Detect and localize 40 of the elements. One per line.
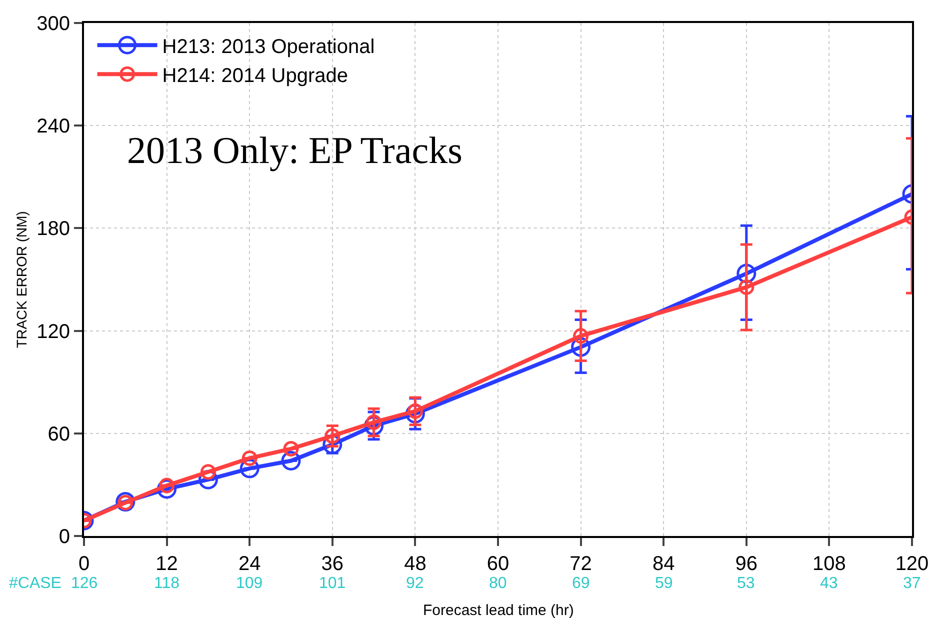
y-tick-label: 240	[36, 116, 70, 138]
text: 92	[406, 575, 424, 592]
point	[281, 451, 301, 470]
point	[738, 279, 754, 295]
text: #CASE	[9, 575, 62, 592]
x-tick-label: 48	[404, 553, 426, 575]
x-tick-label: 12	[156, 553, 178, 575]
y-tick-label: 0	[58, 526, 70, 548]
text: 59	[655, 575, 673, 592]
y-tick-label: 180	[36, 218, 70, 240]
point	[573, 328, 589, 344]
y-tick-label: 300	[36, 13, 70, 35]
x-tick-label: 84	[652, 553, 675, 575]
x-tick-label: 24	[238, 553, 261, 575]
text: 37	[903, 575, 921, 592]
x-tick-label: 96	[735, 553, 758, 575]
text: 2013 Only: EP Tracks	[127, 130, 462, 172]
y-axis-title: TRACK ERROR (NM)	[14, 211, 30, 348]
y-tick-label: 120	[36, 320, 70, 343]
text: 118	[154, 575, 180, 592]
text: 101	[319, 575, 346, 592]
text: 80	[489, 575, 507, 592]
x-tick-label: 60	[486, 553, 510, 575]
x-tick-label: 0	[78, 553, 90, 575]
y-tick-label: 60	[48, 423, 70, 446]
text: 43	[820, 575, 838, 592]
text: 53	[737, 575, 755, 592]
legend-label: H213: 2013 Operational	[162, 36, 375, 58]
x-tick-label: 108	[812, 553, 846, 575]
x-axis-title: Forecast lead time (hr)	[423, 602, 574, 618]
x-tick-label: 36	[321, 553, 344, 575]
legend-label: H214: 2014 Upgrade	[162, 64, 348, 87]
point	[242, 450, 258, 466]
text: 109	[236, 575, 263, 592]
point	[324, 428, 340, 444]
text: 69	[572, 575, 590, 592]
text: 126	[71, 575, 98, 592]
point	[283, 441, 299, 457]
x-tick-label: 120	[895, 553, 929, 575]
x-tick-label: 72	[570, 553, 592, 575]
